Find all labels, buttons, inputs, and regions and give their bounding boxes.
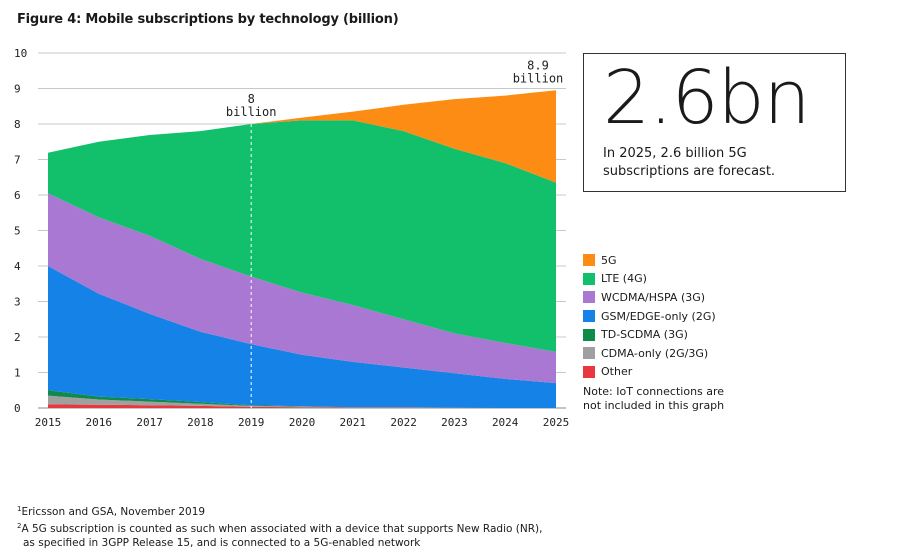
- footnote-2-cont: as specified in 3GPP Release 15, and is …: [23, 537, 421, 549]
- area-other: [48, 404, 556, 408]
- legend-label: GSM/EDGE-only (2G): [601, 309, 716, 323]
- callout-figure: 2.6bn: [603, 55, 811, 141]
- area-gsm-edge-only-2g: [48, 266, 556, 408]
- area-5g: [48, 90, 556, 183]
- legend-label: LTE (4G): [601, 272, 647, 286]
- x-tick-label: 2018: [187, 416, 214, 429]
- y-tick-label: 2: [14, 331, 21, 344]
- legend-swatch: [583, 328, 595, 341]
- legend-label: Other: [601, 365, 633, 379]
- legend-swatch: [583, 347, 595, 360]
- legend-item: LTE (4G): [583, 270, 716, 289]
- x-tick-label: 2015: [35, 416, 62, 429]
- axes: 0 1 2 3 4 5 6 7 8 9 10 2015 2016 2017 2018 2019 2020 2021…: [14, 47, 569, 429]
- chart-note: Note: IoT connections are not included i…: [583, 385, 725, 412]
- area-wcdma-hspa-3g: [48, 193, 556, 384]
- annotation-label: billion: [226, 105, 277, 119]
- x-tick-label: 2021: [340, 416, 367, 429]
- x-tick-label: 2024: [492, 416, 519, 429]
- stacked-areas: [48, 90, 556, 408]
- legend-swatch: [583, 365, 595, 378]
- y-tick-label: 3: [14, 296, 21, 309]
- annotation-label: billion: [513, 71, 564, 85]
- legend-item: 5G: [583, 251, 716, 270]
- x-tick-label: 2019: [238, 416, 265, 429]
- legend-label: 5G: [601, 253, 617, 267]
- legend-item: GSM/EDGE-only (2G): [583, 307, 716, 326]
- legend-swatch: [583, 291, 595, 304]
- legend: 5G LTE (4G) WCDMA/HSPA (3G) GSM/EDGE-only (…: [583, 251, 716, 381]
- area-chart: 0 1 2 3 4 5 6 7 8 9 10 2015 2016 2017 2018 2019 2020 2021…: [14, 47, 569, 429]
- legend-label: CDMA-only (2G/3G): [601, 346, 709, 360]
- footnotes: 1Ericsson and GSA, November 2019 2A 5G s…: [17, 502, 542, 550]
- legend-swatch: [583, 272, 595, 285]
- y-tick-label: 5: [14, 225, 21, 238]
- y-tick-label: 7: [14, 154, 21, 167]
- annotation-label: 8.9: [527, 58, 549, 72]
- x-tick-label: 2023: [441, 416, 468, 429]
- legend-item: TD-SCDMA (3G): [583, 325, 716, 344]
- x-tick-label: 2020: [289, 416, 316, 429]
- area-td-scdma-3g: [48, 390, 556, 408]
- footnote-2: 2A 5G subscription is counted as such wh…: [17, 522, 543, 535]
- y-tick-label: 0: [14, 402, 21, 415]
- chart-title: Figure 4: Mobile subscriptions by techno…: [17, 12, 399, 27]
- x-tick-label: 2022: [390, 416, 417, 429]
- y-tick-label: 4: [14, 260, 21, 273]
- legend-item: Other: [583, 363, 716, 382]
- area-cdma-only-2g-3g: [48, 395, 556, 408]
- y-tick-label: 9: [14, 83, 21, 96]
- legend-label: TD-SCDMA (3G): [601, 328, 688, 342]
- legend-item: WCDMA/HSPA (3G): [583, 288, 716, 307]
- x-tick-label: 2016: [86, 416, 113, 429]
- x-tick-label: 2025: [543, 416, 570, 429]
- area-lte-4g: [48, 120, 556, 352]
- legend-label: WCDMA/HSPA (3G): [601, 290, 706, 304]
- y-tick-label: 6: [14, 189, 21, 202]
- x-tick-label: 2017: [136, 416, 163, 429]
- annotation-label: 8: [248, 92, 255, 106]
- legend-swatch: [583, 310, 595, 323]
- callout-text: In 2025, 2.6 billion 5G subscriptions ar…: [603, 146, 776, 179]
- legend-item: CDMA-only (2G/3G): [583, 344, 716, 363]
- footnote-1: 1Ericsson and GSA, November 2019: [17, 505, 206, 518]
- y-tick-label: 10: [14, 47, 27, 60]
- callout-box: 2.6bn In 2025, 2.6 billion 5G subscripti…: [583, 53, 846, 192]
- y-tick-label: 1: [14, 367, 21, 380]
- y-tick-label: 8: [14, 118, 21, 131]
- legend-swatch: [583, 254, 595, 267]
